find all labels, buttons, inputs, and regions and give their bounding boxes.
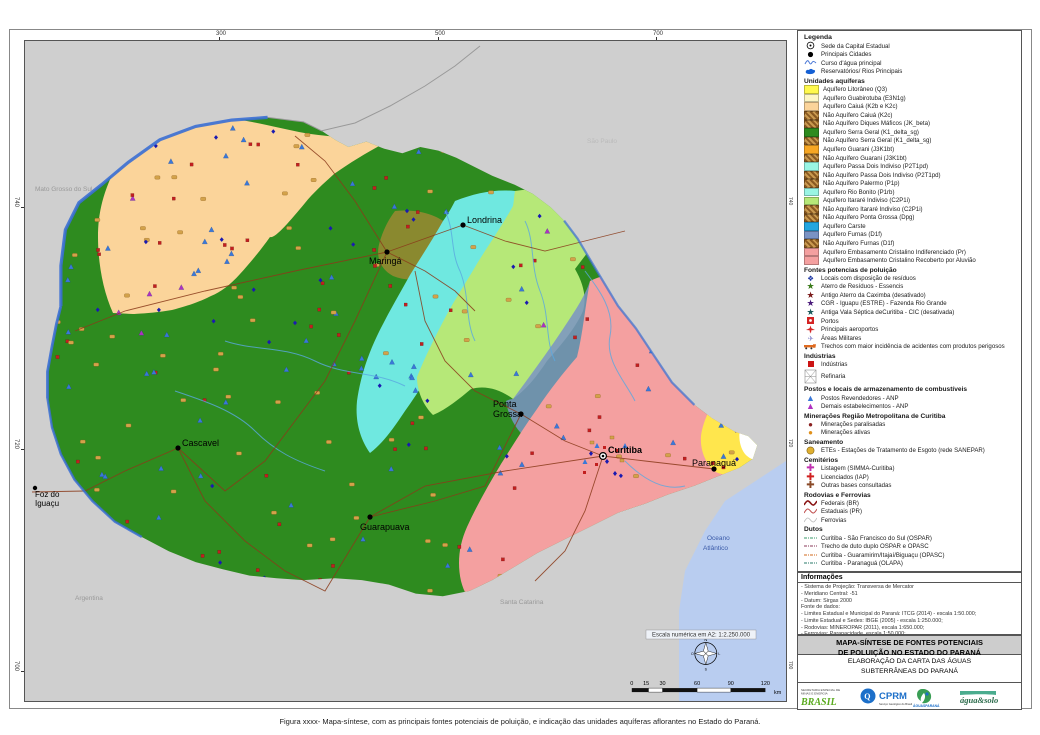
svg-text:Oceano: Oceano bbox=[707, 535, 730, 542]
svg-text:Iguaçu: Iguaçu bbox=[35, 499, 59, 508]
svg-text:Curitiba: Curitiba bbox=[608, 445, 643, 455]
svg-text:Paranaguá: Paranaguá bbox=[692, 458, 736, 468]
svg-text:90: 90 bbox=[728, 681, 734, 687]
svg-text:Escala numérica em A2: 1:2.25: Escala numérica em A2: 1:2.250.000 bbox=[652, 633, 751, 639]
svg-text:15: 15 bbox=[643, 681, 649, 687]
svg-text:Mato Grosso do Sul: Mato Grosso do Sul bbox=[35, 186, 93, 193]
svg-text:L: L bbox=[718, 652, 720, 656]
svg-text:MINAS E ENERGIA: MINAS E ENERGIA bbox=[801, 692, 828, 696]
svg-text:Serviço Geológico do Brasil: Serviço Geológico do Brasil bbox=[879, 702, 912, 706]
svg-text:Q: Q bbox=[864, 692, 870, 701]
svg-text:O: O bbox=[691, 652, 694, 656]
svg-text:água&solo: água&solo bbox=[960, 695, 998, 705]
svg-text:Foz do: Foz do bbox=[35, 490, 60, 499]
svg-text:Ponta: Ponta bbox=[493, 399, 517, 409]
svg-text:Maringá: Maringá bbox=[369, 256, 402, 266]
svg-text:30: 30 bbox=[659, 681, 665, 687]
svg-text:CPRM: CPRM bbox=[879, 691, 907, 702]
svg-text:120: 120 bbox=[761, 681, 770, 687]
svg-text:0: 0 bbox=[630, 681, 633, 687]
svg-text:Santa Catarina: Santa Catarina bbox=[500, 599, 544, 606]
svg-text:Londrina: Londrina bbox=[467, 215, 502, 225]
svg-text:São Paulo: São Paulo bbox=[587, 138, 617, 145]
svg-text:ÁGUASPARANÁ: ÁGUASPARANÁ bbox=[913, 703, 940, 708]
svg-text:BRASIL: BRASIL bbox=[800, 697, 837, 708]
svg-text:km: km bbox=[774, 690, 782, 696]
svg-text:Argentina: Argentina bbox=[75, 595, 103, 602]
svg-text:Atlântico: Atlântico bbox=[703, 545, 728, 552]
svg-text:Cascavel: Cascavel bbox=[182, 438, 219, 448]
svg-text:Grossa: Grossa bbox=[493, 409, 522, 419]
svg-text:Guarapuava: Guarapuava bbox=[360, 522, 410, 532]
svg-text:60: 60 bbox=[694, 681, 700, 687]
